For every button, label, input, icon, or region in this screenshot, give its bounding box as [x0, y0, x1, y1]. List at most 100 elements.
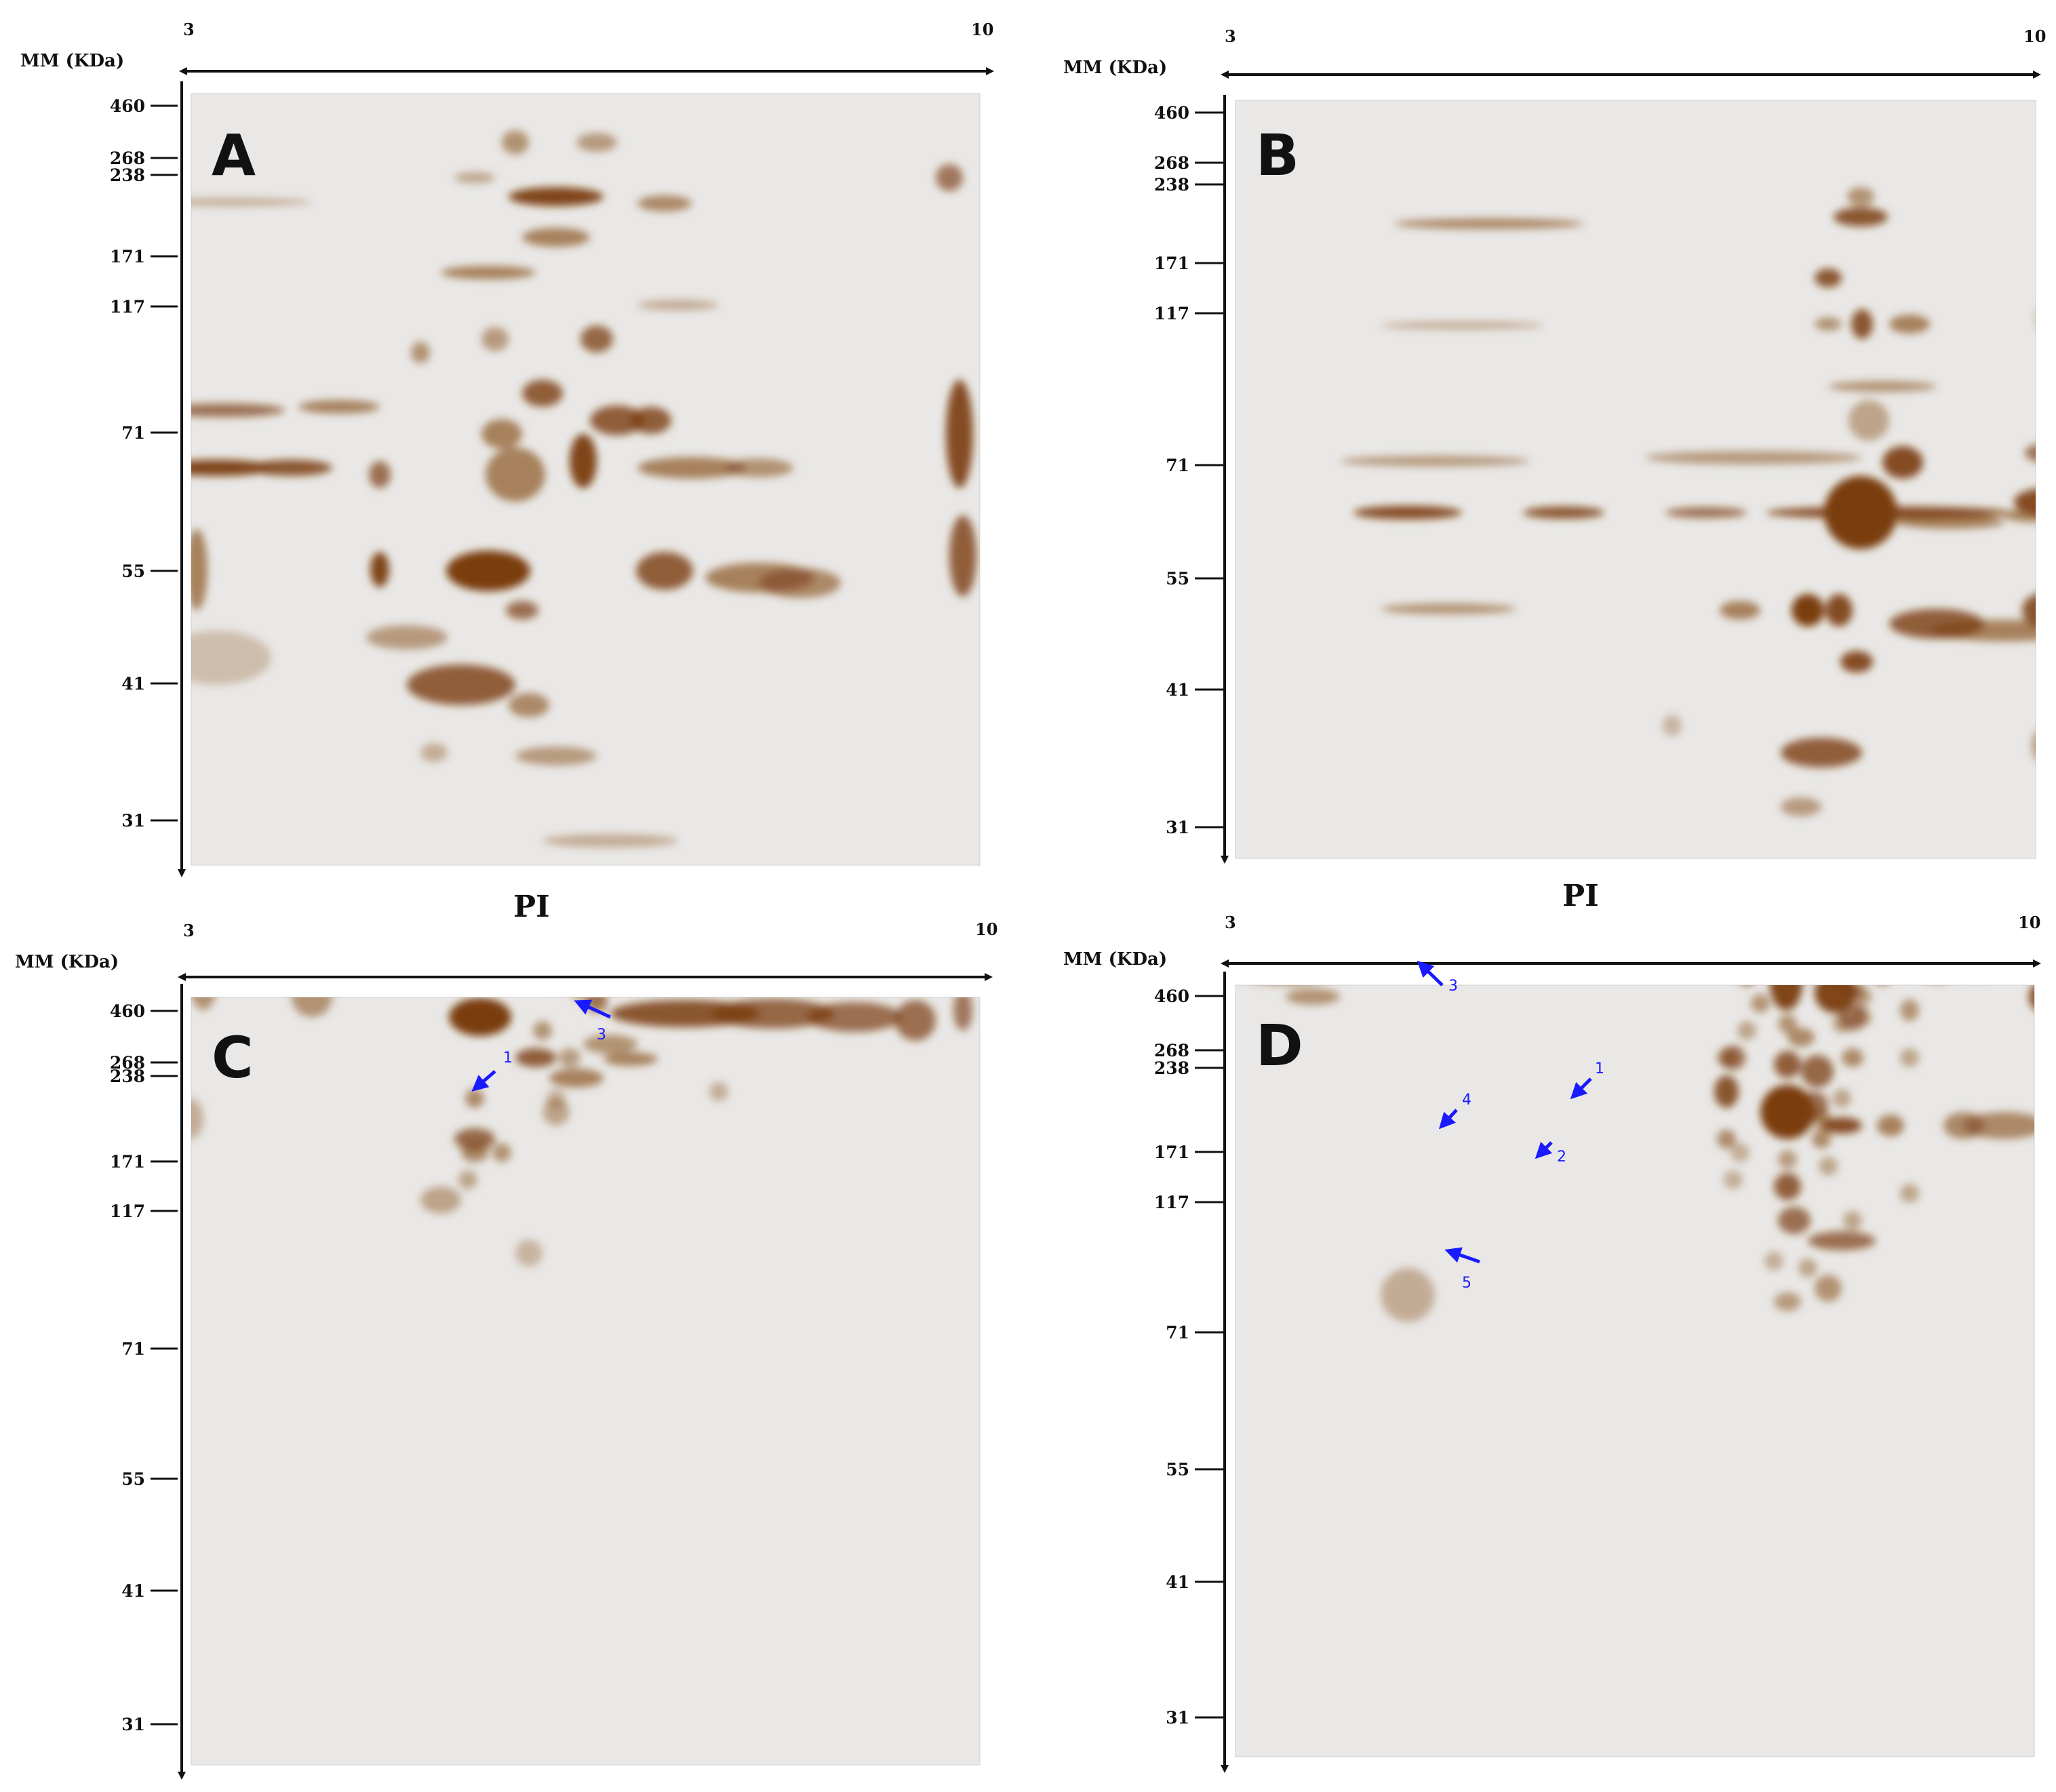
protein-spot — [400, 925, 468, 953]
protein-spot — [953, 997, 972, 1031]
protein-spot — [580, 325, 613, 353]
gel-image — [1235, 100, 2036, 859]
ph-end-label: 10 — [975, 919, 997, 939]
protein-spot — [1760, 1085, 1815, 1139]
protein-spot — [1778, 1207, 1811, 1234]
annotation-arrow-2 — [1535, 1141, 1553, 1159]
ph-start-label: 3 — [183, 921, 195, 940]
protein-spot — [2014, 488, 2036, 515]
mm-tick-label: 268 — [110, 148, 145, 168]
mm-tick-label: 55 — [1166, 1460, 1189, 1479]
protein-spot — [492, 1143, 511, 1162]
protein-spot — [1381, 321, 1543, 330]
protein-spot — [709, 1082, 728, 1101]
protein-spot — [936, 164, 963, 191]
protein-spot — [420, 1187, 461, 1214]
mm-tick-label: 71 — [121, 1339, 145, 1359]
protein-spot — [1781, 797, 1821, 816]
protein-spot — [1381, 1268, 1435, 1322]
protein-spot — [1900, 999, 1919, 1021]
mm-tick-label: 117 — [1154, 304, 1189, 323]
protein-spot — [191, 403, 285, 417]
panel-letter: C — [212, 1024, 254, 1091]
protein-spot — [1703, 892, 1722, 911]
protein-spot — [1812, 1130, 1831, 1149]
protein-spot — [1878, 985, 1886, 986]
protein-spot — [1842, 1048, 1863, 1067]
protein-spot — [454, 1128, 495, 1150]
protein-spot — [506, 601, 538, 620]
gel-image — [1235, 984, 2035, 1757]
protein-spot — [1808, 1231, 1876, 1250]
protein-spot — [572, 997, 608, 1003]
protein-spot — [298, 400, 380, 414]
protein-spot — [509, 693, 549, 717]
protein-spot — [441, 266, 536, 279]
protein-spot — [522, 380, 563, 407]
protein-spot — [191, 198, 312, 206]
mm-tick-label: 238 — [110, 1067, 145, 1086]
mm-tick-label: 171 — [110, 247, 145, 266]
annotation-arrow-1 — [471, 1070, 496, 1092]
protein-spot — [2032, 733, 2036, 759]
protein-spot — [1731, 1143, 1749, 1162]
protein-spot — [1964, 1112, 2034, 1139]
protein-spot — [1774, 1051, 1801, 1078]
annotation-arrow-label: 2 — [1557, 1149, 1566, 1166]
mm-tick-label: 460 — [110, 1001, 145, 1021]
mm-tick-label: 171 — [1154, 1142, 1189, 1162]
protein-spot — [1774, 1292, 1801, 1311]
annotation-arrow-label: 4 — [1462, 1092, 1471, 1109]
protein-spot — [1801, 1055, 1834, 1088]
pi-label-right: PI — [1562, 879, 1599, 913]
protein-spot — [1798, 926, 1817, 945]
mm-tick-label: 55 — [1166, 569, 1189, 589]
protein-spot — [41, 913, 258, 932]
protein-spot — [1900, 1048, 1919, 1067]
protein-spot — [1340, 456, 1530, 466]
protein-spot — [637, 300, 719, 311]
mm-tick-label: 71 — [1166, 1323, 1189, 1342]
gel-panel-a: 3 10 MM (KDa) 460 268 238 171 117 71 55 41 31 A — [0, 0, 1028, 896]
mm-tick-label: 117 — [110, 1201, 145, 1221]
protein-spot — [665, 934, 773, 953]
protein-spot — [946, 380, 973, 488]
protein-spot — [1825, 594, 1853, 626]
protein-spot — [1882, 446, 1923, 479]
protein-spot — [366, 625, 448, 650]
protein-spot — [1923, 902, 1950, 929]
protein-spot — [1819, 891, 1881, 953]
annotation-arrow-label: 1 — [1595, 1060, 1604, 1077]
protein-spot — [542, 1098, 570, 1126]
protein-spot — [787, 929, 841, 945]
protein-spot — [1792, 594, 1824, 626]
protein-spot — [533, 1021, 552, 1040]
protein-spot — [1840, 651, 1873, 673]
protein-spot — [481, 419, 522, 449]
ph-start-label: 3 — [183, 20, 195, 39]
protein-spot — [2025, 444, 2036, 462]
protein-spot — [1787, 1028, 1815, 1047]
panel-letter: D — [1256, 1012, 1303, 1079]
protein-spot — [449, 998, 511, 1036]
panel-letter: B — [1256, 122, 1299, 188]
protein-spot — [1665, 507, 1747, 518]
protein-spot — [1770, 985, 1802, 1010]
annotation-arrow-label: 3 — [1448, 978, 1458, 995]
mm-tick-label: 171 — [110, 1152, 145, 1172]
mm-tick-label: 460 — [1154, 103, 1189, 123]
protein-spot — [1245, 968, 1326, 984]
annotation-arrow-label: 3 — [597, 1027, 606, 1043]
mm-tick-label: 41 — [1166, 680, 1189, 700]
mm-tick-label: 55 — [121, 561, 145, 581]
protein-spot — [1877, 1115, 1904, 1136]
mm-tick-label: 117 — [1154, 1193, 1189, 1212]
protein-spot — [1764, 1252, 1783, 1271]
mm-tick-label: 31 — [1166, 1708, 1189, 1728]
protein-spot — [292, 997, 332, 1017]
mm-tick-label: 41 — [1166, 1572, 1189, 1592]
